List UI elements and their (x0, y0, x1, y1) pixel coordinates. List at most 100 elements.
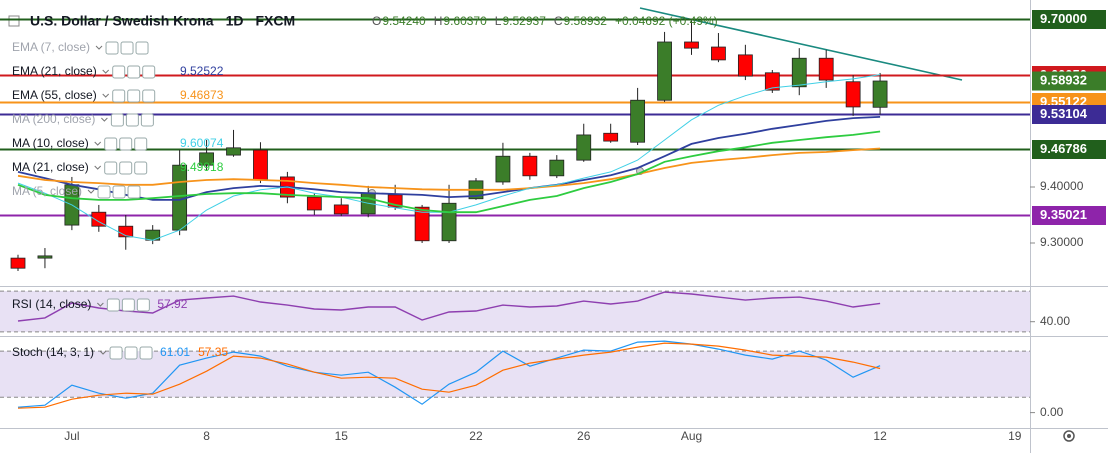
x-tick-label: 15 (335, 429, 349, 443)
legend-gear-button[interactable] (124, 346, 138, 360)
candle-body (441, 202, 457, 242)
legend-gear-button[interactable] (127, 89, 141, 103)
legend-eye-button[interactable] (106, 298, 120, 312)
legend-close-button[interactable] (127, 185, 141, 199)
legend-close-button[interactable] (135, 41, 149, 55)
y-tick-label: 9.40000 (1040, 179, 1084, 193)
level-label-box (1032, 10, 1106, 29)
legend-gear-button[interactable] (120, 41, 134, 55)
candle-body (737, 54, 753, 77)
level-label: 9.70000 (1040, 11, 1087, 26)
stoch-name: Stoch (14, 3, 1) (12, 345, 94, 359)
legend-value: 9.60074 (180, 136, 224, 150)
candle-body (549, 159, 565, 177)
source: FXCM (256, 13, 296, 29)
legend-gear-button[interactable] (127, 65, 141, 79)
candle-body (522, 155, 538, 177)
overlay-line (17, 116, 881, 201)
candle-body (226, 147, 241, 156)
candle-body (630, 99, 646, 143)
candle-body (576, 134, 592, 161)
candle-body (306, 196, 322, 211)
legend-close-button[interactable] (139, 346, 153, 360)
candle-body (872, 80, 888, 108)
candle-body (37, 255, 53, 259)
candle-body (603, 132, 619, 142)
last-price-label: 9.58932 (1040, 72, 1087, 87)
candle-body (414, 206, 430, 242)
readout-value: 9.54240 (382, 14, 426, 28)
readout-value: 9.58932 (564, 14, 608, 28)
legend-eye-button[interactable] (112, 89, 126, 103)
legend-eye-button[interactable] (110, 113, 124, 127)
legend-name: MA (10, close) (12, 136, 89, 150)
readout-key: H (434, 14, 443, 28)
legend-name: MA (5, close) (12, 184, 82, 198)
candle-body (818, 57, 834, 81)
candle-body (199, 152, 214, 166)
candle-body (845, 81, 861, 108)
legend-gear-button[interactable] (119, 161, 133, 175)
rsi-name: RSI (14, close) (12, 297, 91, 311)
legend-close-button[interactable] (142, 65, 156, 79)
x-tick-label: 26 (577, 429, 591, 443)
x-tick-label: 12 (873, 429, 887, 443)
legend-close-button[interactable] (136, 298, 150, 312)
candle-body (711, 46, 726, 61)
candle-body (91, 211, 107, 227)
legend-value: 9.52522 (180, 64, 224, 78)
legend-name: EMA (55, close) (12, 88, 97, 102)
legend-eye-button[interactable] (109, 346, 123, 360)
legend-gear-button[interactable] (119, 137, 133, 151)
legend-name: EMA (7, close) (12, 40, 90, 54)
legend-close-button[interactable] (134, 161, 148, 175)
readout-value: 9.52937 (502, 14, 546, 28)
last-price-box (1032, 71, 1106, 91)
legend-close-button[interactable] (134, 137, 148, 151)
legend-eye-button[interactable] (112, 65, 126, 79)
legend-close-button[interactable] (140, 113, 154, 127)
legend-name: MA (21, close) (12, 160, 89, 174)
legend-eye-button[interactable] (97, 185, 111, 199)
legend-eye-button[interactable] (104, 137, 118, 151)
overlay-line (17, 147, 881, 191)
stoch-value: 61.01 (160, 345, 190, 359)
stoch-value: 57.35 (198, 345, 228, 359)
readout-key: L (495, 14, 502, 28)
legend-eye-button[interactable] (104, 161, 118, 175)
candle-body (253, 149, 268, 181)
rsi-line (17, 291, 881, 322)
candle-body (495, 155, 511, 183)
rsi-band (0, 291, 1030, 332)
legend-chevron (102, 93, 110, 98)
level-label: 9.46786 (1040, 141, 1087, 156)
overlay-line (17, 130, 881, 214)
chart-title: U.S. Dollar / Swedish Krona (30, 13, 214, 29)
settings-icon[interactable] (1063, 430, 1075, 442)
level-label-box (1032, 206, 1106, 225)
legend-chevron (87, 189, 95, 194)
legend-close-button[interactable] (142, 89, 156, 103)
x-tick-label: 19 (1008, 429, 1022, 443)
rsi-value: 57.92 (157, 297, 187, 311)
candle-body (333, 204, 349, 215)
change-label: +0.04692 (+0.49%) (615, 14, 718, 28)
legend-eye-button[interactable] (105, 41, 119, 55)
candle-body (764, 72, 780, 91)
readout-key: C (554, 14, 563, 28)
y-tick-label: 40.00 (1040, 314, 1070, 328)
legend-gear-button[interactable] (125, 113, 139, 127)
candle-body (10, 257, 26, 269)
readout-value: 9.60370 (443, 14, 487, 28)
legend-name: MA (200, close) (12, 112, 95, 126)
gear (1063, 430, 1075, 442)
y-tick-label: 0.00 (1040, 405, 1064, 419)
level-label: 9.53104 (1040, 106, 1088, 121)
readout-key: O (372, 14, 381, 28)
legend-chevron (94, 165, 102, 170)
legend-value: 9.49918 (180, 160, 224, 174)
collapse-icon[interactable] (8, 15, 20, 27)
legend-gear-button[interactable] (112, 185, 126, 199)
legend-gear-button[interactable] (121, 298, 135, 312)
